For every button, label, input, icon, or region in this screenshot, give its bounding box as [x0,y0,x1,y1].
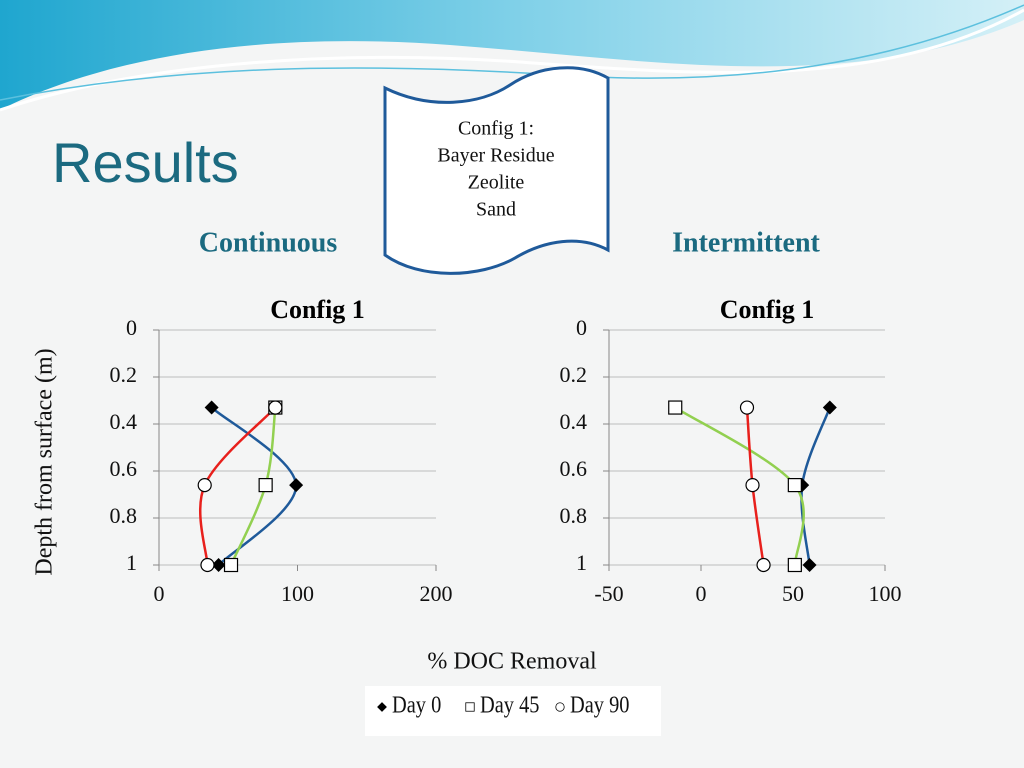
data-point [204,400,219,415]
legend-symbol [465,702,475,712]
data-point [745,478,760,493]
data-point [268,400,283,415]
data-point [787,557,802,573]
legend-label: Day 90 [570,691,629,718]
y-tick-label: 0.4 [560,409,588,434]
x-tick-label: 100 [281,581,314,606]
data-point [211,558,226,572]
legend-box [365,686,661,736]
scroll-text: Sand [476,199,516,221]
x-tick-label: -50 [594,581,623,606]
x-tick-label: 0 [154,581,165,606]
y-axis-label: Depth from surface (m) [32,348,58,575]
scroll-shape [383,66,610,275]
y-tick-label: 0.2 [560,362,588,387]
x-tick-label: 200 [420,581,453,606]
scroll-text: Config 1: [458,118,534,140]
y-tick-label: 1 [126,550,137,575]
slide-title: Results [52,131,239,194]
x-axis-label: % DOC Removal [427,649,597,675]
section-label: Intermittent [672,227,820,258]
y-tick-label: 0.2 [110,362,138,387]
series-line [210,406,298,566]
legend-label: Day 0 [392,691,441,718]
data-point [668,400,683,415]
data-point [258,478,273,493]
y-tick-label: 0.4 [110,409,138,434]
data-point [289,478,304,493]
y-tick-label: 0.8 [110,503,138,528]
legend-symbol [555,702,565,712]
header-wave [0,0,1024,110]
data-point [802,558,817,572]
legend-label: Day 45 [480,691,539,718]
y-tick-label: 1 [576,550,587,575]
section-label: Continuous [199,227,338,258]
y-tick-label: 0.8 [560,503,588,528]
chart-title: Config 1 [270,295,365,324]
x-tick-label: 0 [696,581,707,606]
x-tick-label: 100 [869,581,902,606]
data-point [739,400,755,415]
header-swoosh [0,8,1024,112]
y-tick-label: 0.6 [110,456,138,481]
y-tick-label: 0 [576,315,587,340]
y-tick-label: 0 [126,315,137,340]
data-point [200,557,215,573]
data-point [756,557,771,573]
data-point [197,478,212,493]
data-point [822,400,837,415]
data-point [223,557,239,573]
series-line [674,406,805,566]
y-tick-label: 0.6 [560,456,588,481]
scroll-text: Zeolite [468,172,525,194]
chart-title: Config 1 [720,295,815,324]
x-tick-label: 50 [782,581,804,606]
scroll-text: Bayer Residue [437,145,554,167]
data-point [787,478,802,493]
